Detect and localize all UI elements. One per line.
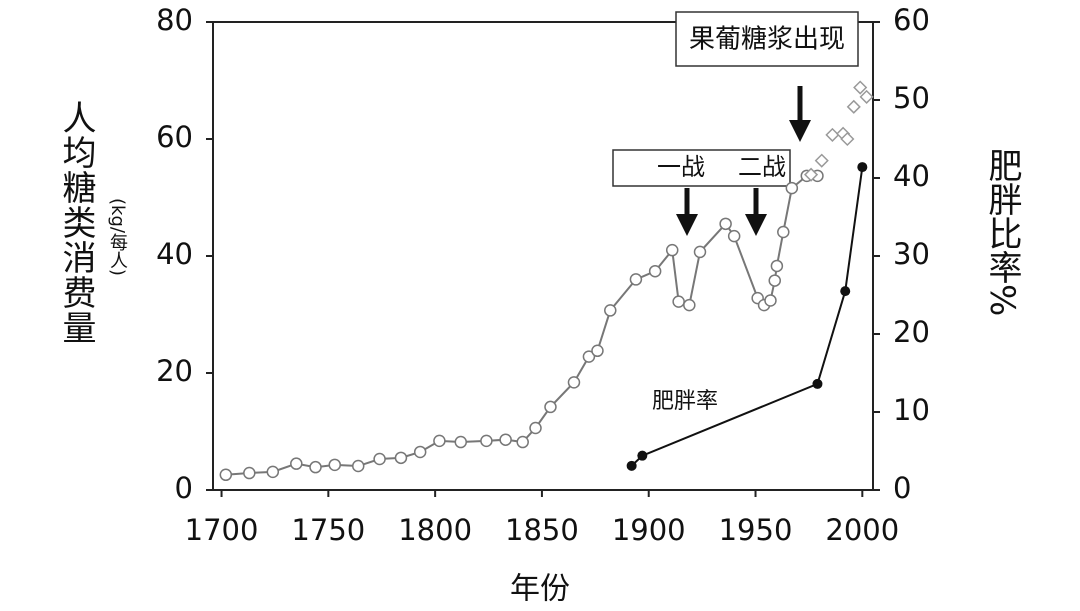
y-tick-label: 40 xyxy=(156,237,193,271)
point xyxy=(648,264,662,278)
y-axis-unit: (kg/每人) xyxy=(107,198,128,276)
y2-tick-label: 50 xyxy=(893,81,930,115)
point xyxy=(394,451,408,465)
point xyxy=(840,131,855,147)
point xyxy=(567,376,581,389)
point xyxy=(604,304,617,317)
point xyxy=(637,450,648,461)
y2-tick-label: 40 xyxy=(893,159,930,193)
point xyxy=(719,217,732,231)
series-label: 肥胖率 xyxy=(652,389,718,414)
point xyxy=(516,435,529,449)
point xyxy=(243,466,256,480)
y-tick-label: 80 xyxy=(156,3,193,37)
annotation: 二战 xyxy=(738,153,786,181)
x-tick-label: 1900 xyxy=(612,513,686,547)
point xyxy=(812,378,823,389)
point xyxy=(777,225,790,239)
point xyxy=(328,458,341,472)
annotation-box xyxy=(612,149,791,187)
point xyxy=(825,127,840,142)
x-tick-label: 1750 xyxy=(291,513,365,547)
point xyxy=(266,465,280,479)
point xyxy=(814,153,829,168)
annotation: 果葡糖浆出现 xyxy=(689,25,845,55)
y2-tick-label: 0 xyxy=(893,471,911,505)
y2-tick-label: 30 xyxy=(893,237,930,271)
x-tick-label: 1800 xyxy=(398,513,472,547)
point xyxy=(764,294,777,307)
point xyxy=(480,434,493,448)
point xyxy=(727,229,741,243)
y-tick-label: 20 xyxy=(156,354,193,388)
point xyxy=(351,459,365,473)
x-tick-label: 1700 xyxy=(185,513,259,547)
point xyxy=(785,181,799,195)
y2-axis-title: 肥胖比率% xyxy=(982,148,1022,317)
point xyxy=(626,460,637,471)
point xyxy=(413,445,427,459)
point xyxy=(672,295,685,308)
plot-frame xyxy=(212,21,874,491)
y-tick-label: 60 xyxy=(156,120,193,154)
point xyxy=(846,99,861,114)
point xyxy=(857,162,868,173)
arrows xyxy=(676,86,811,236)
y2-tick-label: 60 xyxy=(893,3,930,37)
point xyxy=(859,89,874,104)
point xyxy=(768,274,781,287)
x-axis-title: 年份 xyxy=(510,572,570,607)
point xyxy=(219,468,233,482)
y-tick-label: 0 xyxy=(175,471,193,505)
x-tick-label: 2000 xyxy=(825,513,899,547)
y2-tick-label: 20 xyxy=(893,315,930,349)
point xyxy=(499,433,512,446)
x-tick-label: 1850 xyxy=(505,513,579,547)
point xyxy=(290,457,303,470)
point xyxy=(665,243,679,257)
point xyxy=(693,245,707,259)
series-line xyxy=(630,166,864,467)
y2-tick-label: 10 xyxy=(893,393,930,427)
point xyxy=(629,273,643,286)
point xyxy=(582,350,596,363)
point xyxy=(373,452,386,466)
point xyxy=(544,400,557,414)
annotation-box xyxy=(675,11,859,67)
y-axis-title: 人均糖类消费量 xyxy=(56,100,96,345)
point xyxy=(770,259,784,273)
point xyxy=(309,460,322,474)
point xyxy=(803,167,819,182)
point xyxy=(853,80,868,95)
point xyxy=(840,286,851,297)
annotation: 一战 xyxy=(657,153,705,181)
point xyxy=(591,344,604,358)
point xyxy=(683,298,696,312)
x-tick-label: 1950 xyxy=(719,513,793,547)
point xyxy=(433,434,446,448)
point xyxy=(529,421,542,435)
point xyxy=(454,435,468,449)
